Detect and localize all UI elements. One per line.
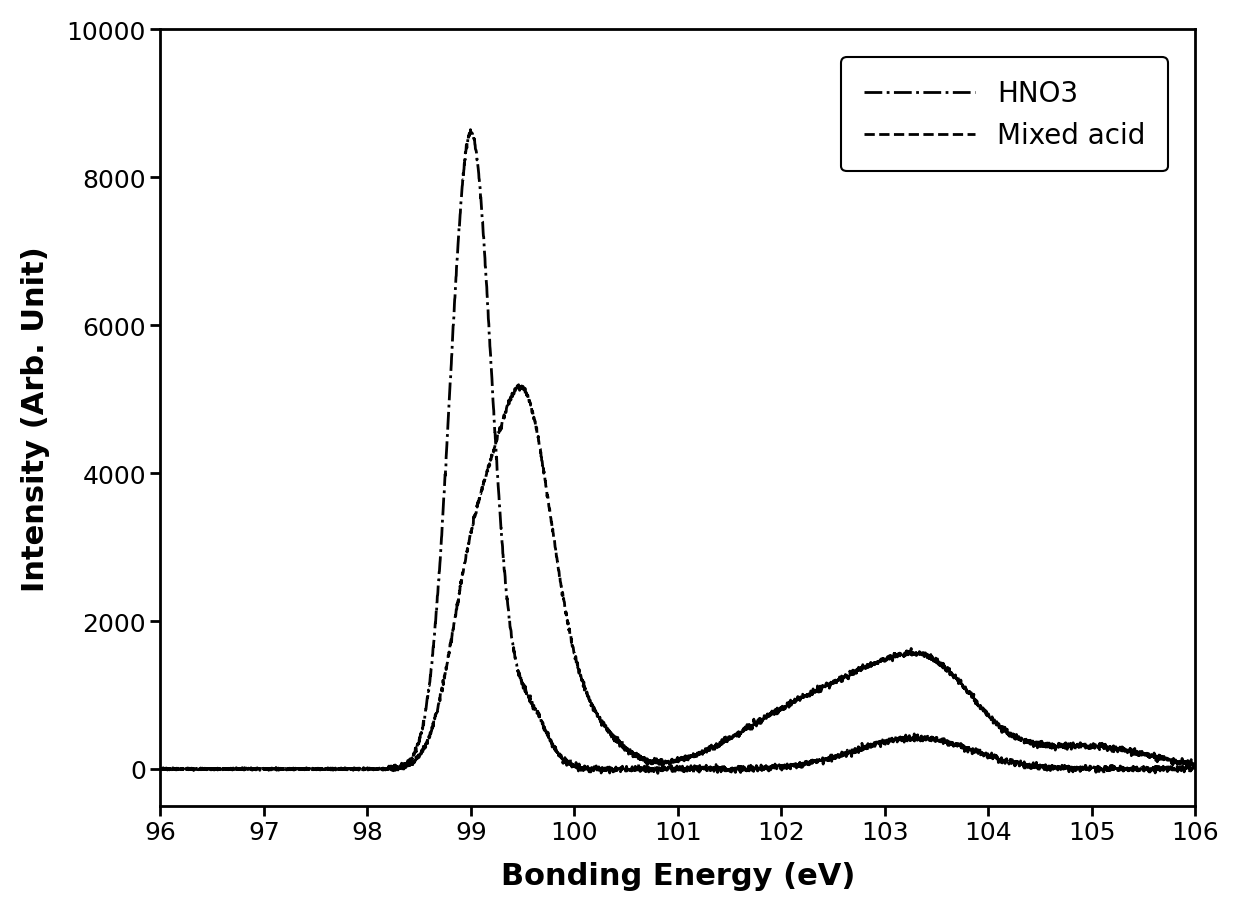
- Y-axis label: Intensity (Arb. Unit): Intensity (Arb. Unit): [21, 245, 50, 591]
- HNO3: [1105, 760, 1120, 771]
- Legend: HNO3, Mixed acid: HNO3, Mixed acid: [842, 58, 1168, 172]
- Mixed acid: [645, 758, 660, 769]
- X-axis label: Bonding Energy (eV): Bonding Energy (eV): [501, 861, 856, 890]
- HNO3: [1188, 762, 1203, 773]
- HNO3: [153, 763, 167, 773]
- Mixed acid: [511, 380, 526, 391]
- Mixed acid: [1188, 758, 1203, 769]
- Mixed acid: [588, 705, 603, 716]
- HNO3: [905, 732, 920, 743]
- HNO3: [588, 763, 603, 774]
- Mixed acid: [905, 650, 920, 660]
- HNO3: [1096, 769, 1111, 780]
- Line: Mixed acid: Mixed acid: [160, 385, 1195, 773]
- Line: HNO3: HNO3: [160, 130, 1195, 774]
- HNO3: [463, 125, 477, 136]
- Mixed acid: [1157, 751, 1172, 762]
- HNO3: [1157, 763, 1172, 774]
- Mixed acid: [153, 763, 167, 774]
- Mixed acid: [596, 718, 611, 729]
- HNO3: [596, 764, 611, 775]
- HNO3: [645, 763, 660, 774]
- Mixed acid: [386, 767, 401, 778]
- Mixed acid: [1105, 742, 1120, 752]
